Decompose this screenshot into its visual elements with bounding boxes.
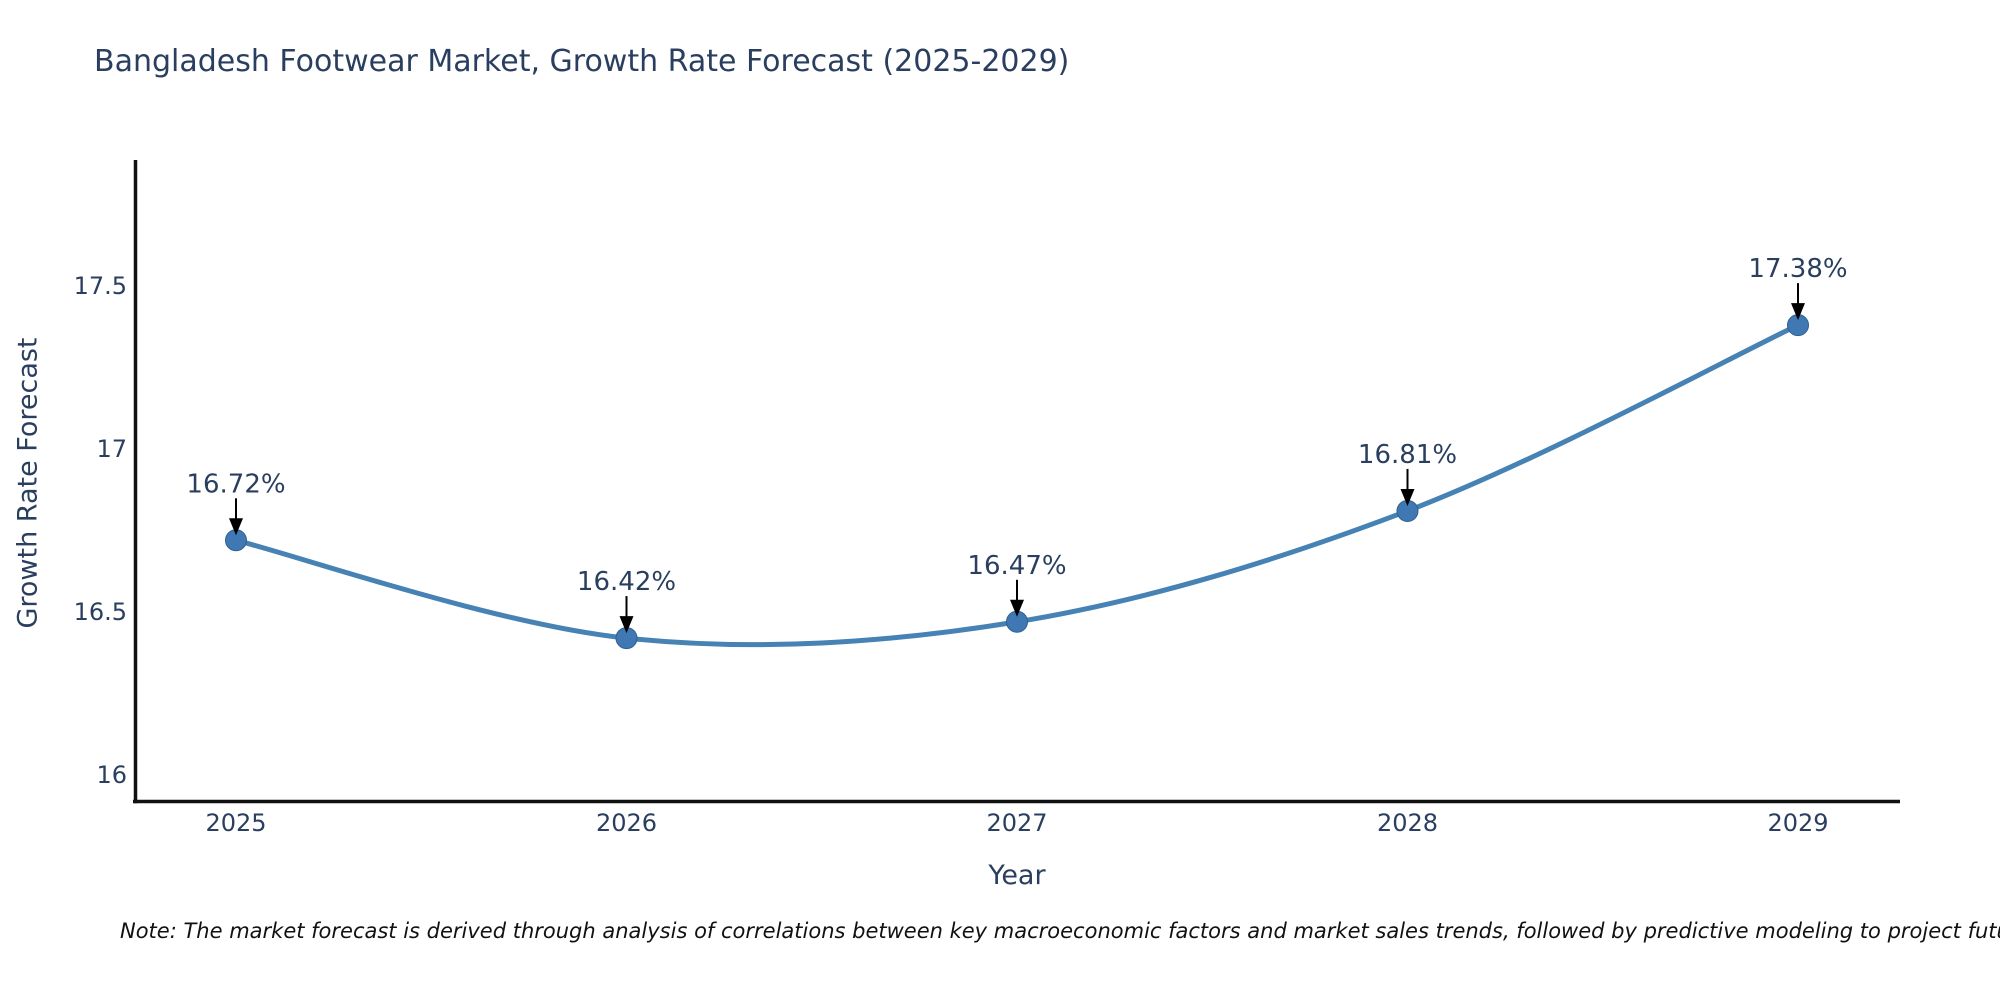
annotation-arrowhead — [619, 616, 634, 634]
y-tick-label: 16.5 — [74, 598, 127, 626]
x-tick-label: 2025 — [205, 809, 266, 837]
y-tick-label: 17 — [96, 435, 127, 463]
x-axis-title: Year — [988, 860, 1046, 891]
annotation-label: 16.81% — [1358, 440, 1457, 470]
y-tick-label: 16 — [96, 761, 127, 789]
x-tick-label: 2027 — [986, 809, 1047, 837]
annotation-arrowhead — [1010, 599, 1024, 617]
annotation-arrowhead — [229, 518, 243, 536]
annotation-arrowhead — [1400, 488, 1415, 506]
annotation-label: 16.42% — [577, 567, 676, 597]
footnote: Note: The market forecast is derived thr… — [120, 919, 2000, 943]
y-tick-label: 17.5 — [74, 272, 127, 300]
annotation-label: 16.72% — [186, 469, 285, 499]
x-tick-label: 2029 — [1767, 809, 1828, 837]
x-tick-label: 2028 — [1377, 809, 1438, 837]
annotation-label: 17.38% — [1748, 254, 1847, 284]
annotation-label: 16.47% — [967, 551, 1066, 581]
x-tick-label: 2026 — [596, 809, 657, 837]
chart-title: Bangladesh Footwear Market, Growth Rate … — [94, 44, 1070, 79]
annotation-arrowhead — [1791, 303, 1805, 321]
